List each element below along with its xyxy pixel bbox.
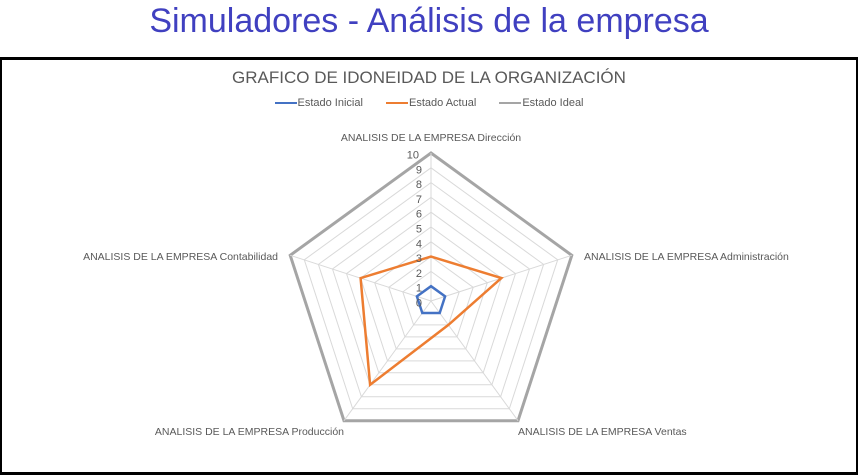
svg-text:ANALISIS DE LA EMPRESA Contabi: ANALISIS DE LA EMPRESA Contabilidad	[83, 251, 278, 263]
svg-text:6: 6	[416, 209, 422, 221]
svg-text:1: 1	[416, 283, 422, 295]
svg-text:ANALISIS DE LA EMPRESA Adminis: ANALISIS DE LA EMPRESA Administración	[584, 251, 789, 263]
svg-text:0: 0	[416, 298, 422, 310]
svg-text:ANALISIS DE LA EMPRESA Direcci: ANALISIS DE LA EMPRESA Dirección	[341, 132, 521, 144]
svg-text:5: 5	[416, 224, 422, 236]
svg-text:8: 8	[416, 179, 422, 191]
svg-text:9: 9	[416, 164, 422, 176]
svg-text:4: 4	[416, 238, 422, 250]
svg-text:10: 10	[407, 150, 419, 162]
svg-text:7: 7	[416, 194, 422, 206]
svg-text:2: 2	[416, 268, 422, 280]
svg-text:ANALISIS DE LA EMPRESA Ventas: ANALISIS DE LA EMPRESA Ventas	[518, 426, 687, 438]
svg-text:3: 3	[416, 253, 422, 265]
svg-text:ANALISIS DE LA EMPRESA Producc: ANALISIS DE LA EMPRESA Producción	[155, 426, 344, 438]
